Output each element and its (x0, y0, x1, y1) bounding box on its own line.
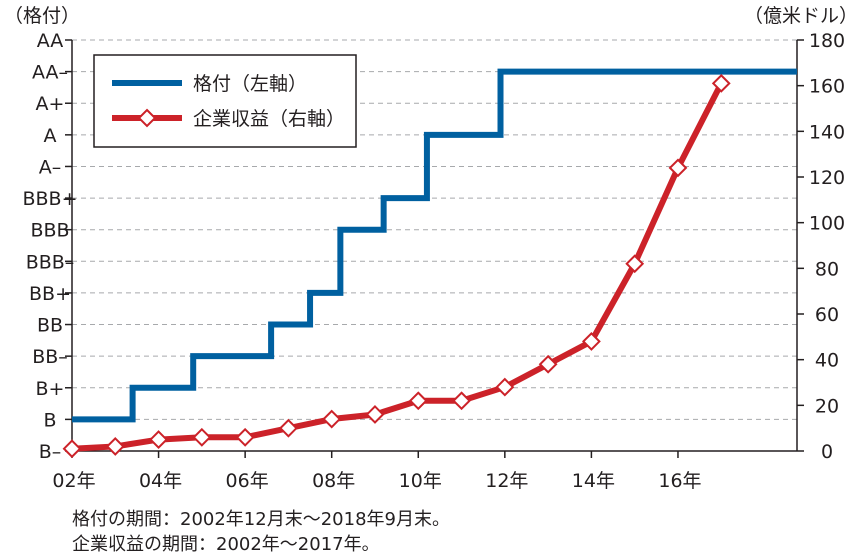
right-tick-label: 80 (815, 258, 839, 280)
left-tick-label: BB+ (29, 283, 71, 305)
right-axis-unit: （億米ドル） (744, 5, 858, 27)
earnings-point (408, 391, 428, 411)
right-tick-label: 0 (821, 441, 833, 463)
axis-layer: B–BB+BB–BBBB+BBB–BBBBBB+A–AA+AA–AA020406… (4, 5, 858, 492)
left-tick-label: BB (37, 315, 63, 337)
right-tick-label: 20 (815, 395, 839, 417)
x-tick-label: 10年 (399, 470, 442, 492)
left-tick-label: A– (39, 156, 62, 178)
left-tick-label: BBB+ (22, 188, 77, 210)
right-tick-label: 180 (809, 30, 845, 52)
left-tick-label: BBB– (26, 251, 75, 273)
right-tick-label: 120 (809, 167, 845, 189)
rating-step-line (72, 68, 797, 423)
x-tick-label: 12年 (485, 470, 528, 492)
x-tick-label: 16年 (658, 470, 701, 492)
earnings-point (538, 354, 558, 374)
right-tick-label: 160 (809, 76, 845, 98)
legend: 格付（左軸） 企業収益（右軸） (93, 54, 357, 148)
earnings-point (235, 427, 255, 447)
earnings-point (105, 437, 125, 456)
x-tick-label: 02年 (52, 470, 95, 492)
x-tick-label: 06年 (226, 470, 269, 492)
earnings-point (452, 391, 471, 411)
left-axis-unit: （格付） (4, 5, 80, 27)
x-tick-label: 08年 (312, 470, 355, 492)
left-tick-label: B (43, 409, 56, 431)
earnings-point (149, 430, 168, 449)
x-tick-label: 14年 (572, 470, 615, 492)
x-tick-label: 04年 (139, 470, 182, 492)
right-tick-label: 140 (809, 121, 845, 143)
note-rating-period: 格付の期間：2002年12月末～2018年9月末。 (72, 509, 450, 530)
earnings-point (668, 158, 688, 178)
left-tick-label: B+ (36, 378, 65, 400)
left-tick-label: BB– (32, 346, 68, 368)
earnings-line (71, 82, 724, 452)
earnings-point (625, 254, 645, 274)
left-tick-label: AA– (32, 62, 68, 84)
legend-label-rating: 格付（左軸） (193, 73, 307, 95)
left-tick-label: B– (39, 441, 62, 463)
legend-box (93, 54, 357, 148)
left-tick-label: A (44, 125, 57, 147)
right-tick-label: 100 (809, 213, 845, 235)
earnings-point (711, 73, 731, 93)
note-earnings-period: 企業収益の期間：2002年～2017年。 (72, 534, 380, 555)
earnings-point (279, 418, 298, 438)
earnings-point (322, 409, 342, 429)
left-tick-label: BBB (30, 220, 69, 242)
right-tick-label: 60 (815, 304, 839, 326)
right-tick-label: 40 (815, 350, 839, 372)
earnings-point (495, 377, 515, 397)
left-tick-label: AA (37, 30, 64, 52)
earnings-point (365, 405, 385, 424)
legend-marker-earnings (137, 108, 157, 128)
series-layer (62, 68, 797, 459)
earnings-point (581, 331, 601, 351)
earnings-point (62, 439, 82, 459)
earnings-point (192, 427, 212, 447)
legend-label-earnings: 企業収益（右軸） (193, 108, 345, 130)
left-tick-label: A+ (36, 93, 65, 115)
